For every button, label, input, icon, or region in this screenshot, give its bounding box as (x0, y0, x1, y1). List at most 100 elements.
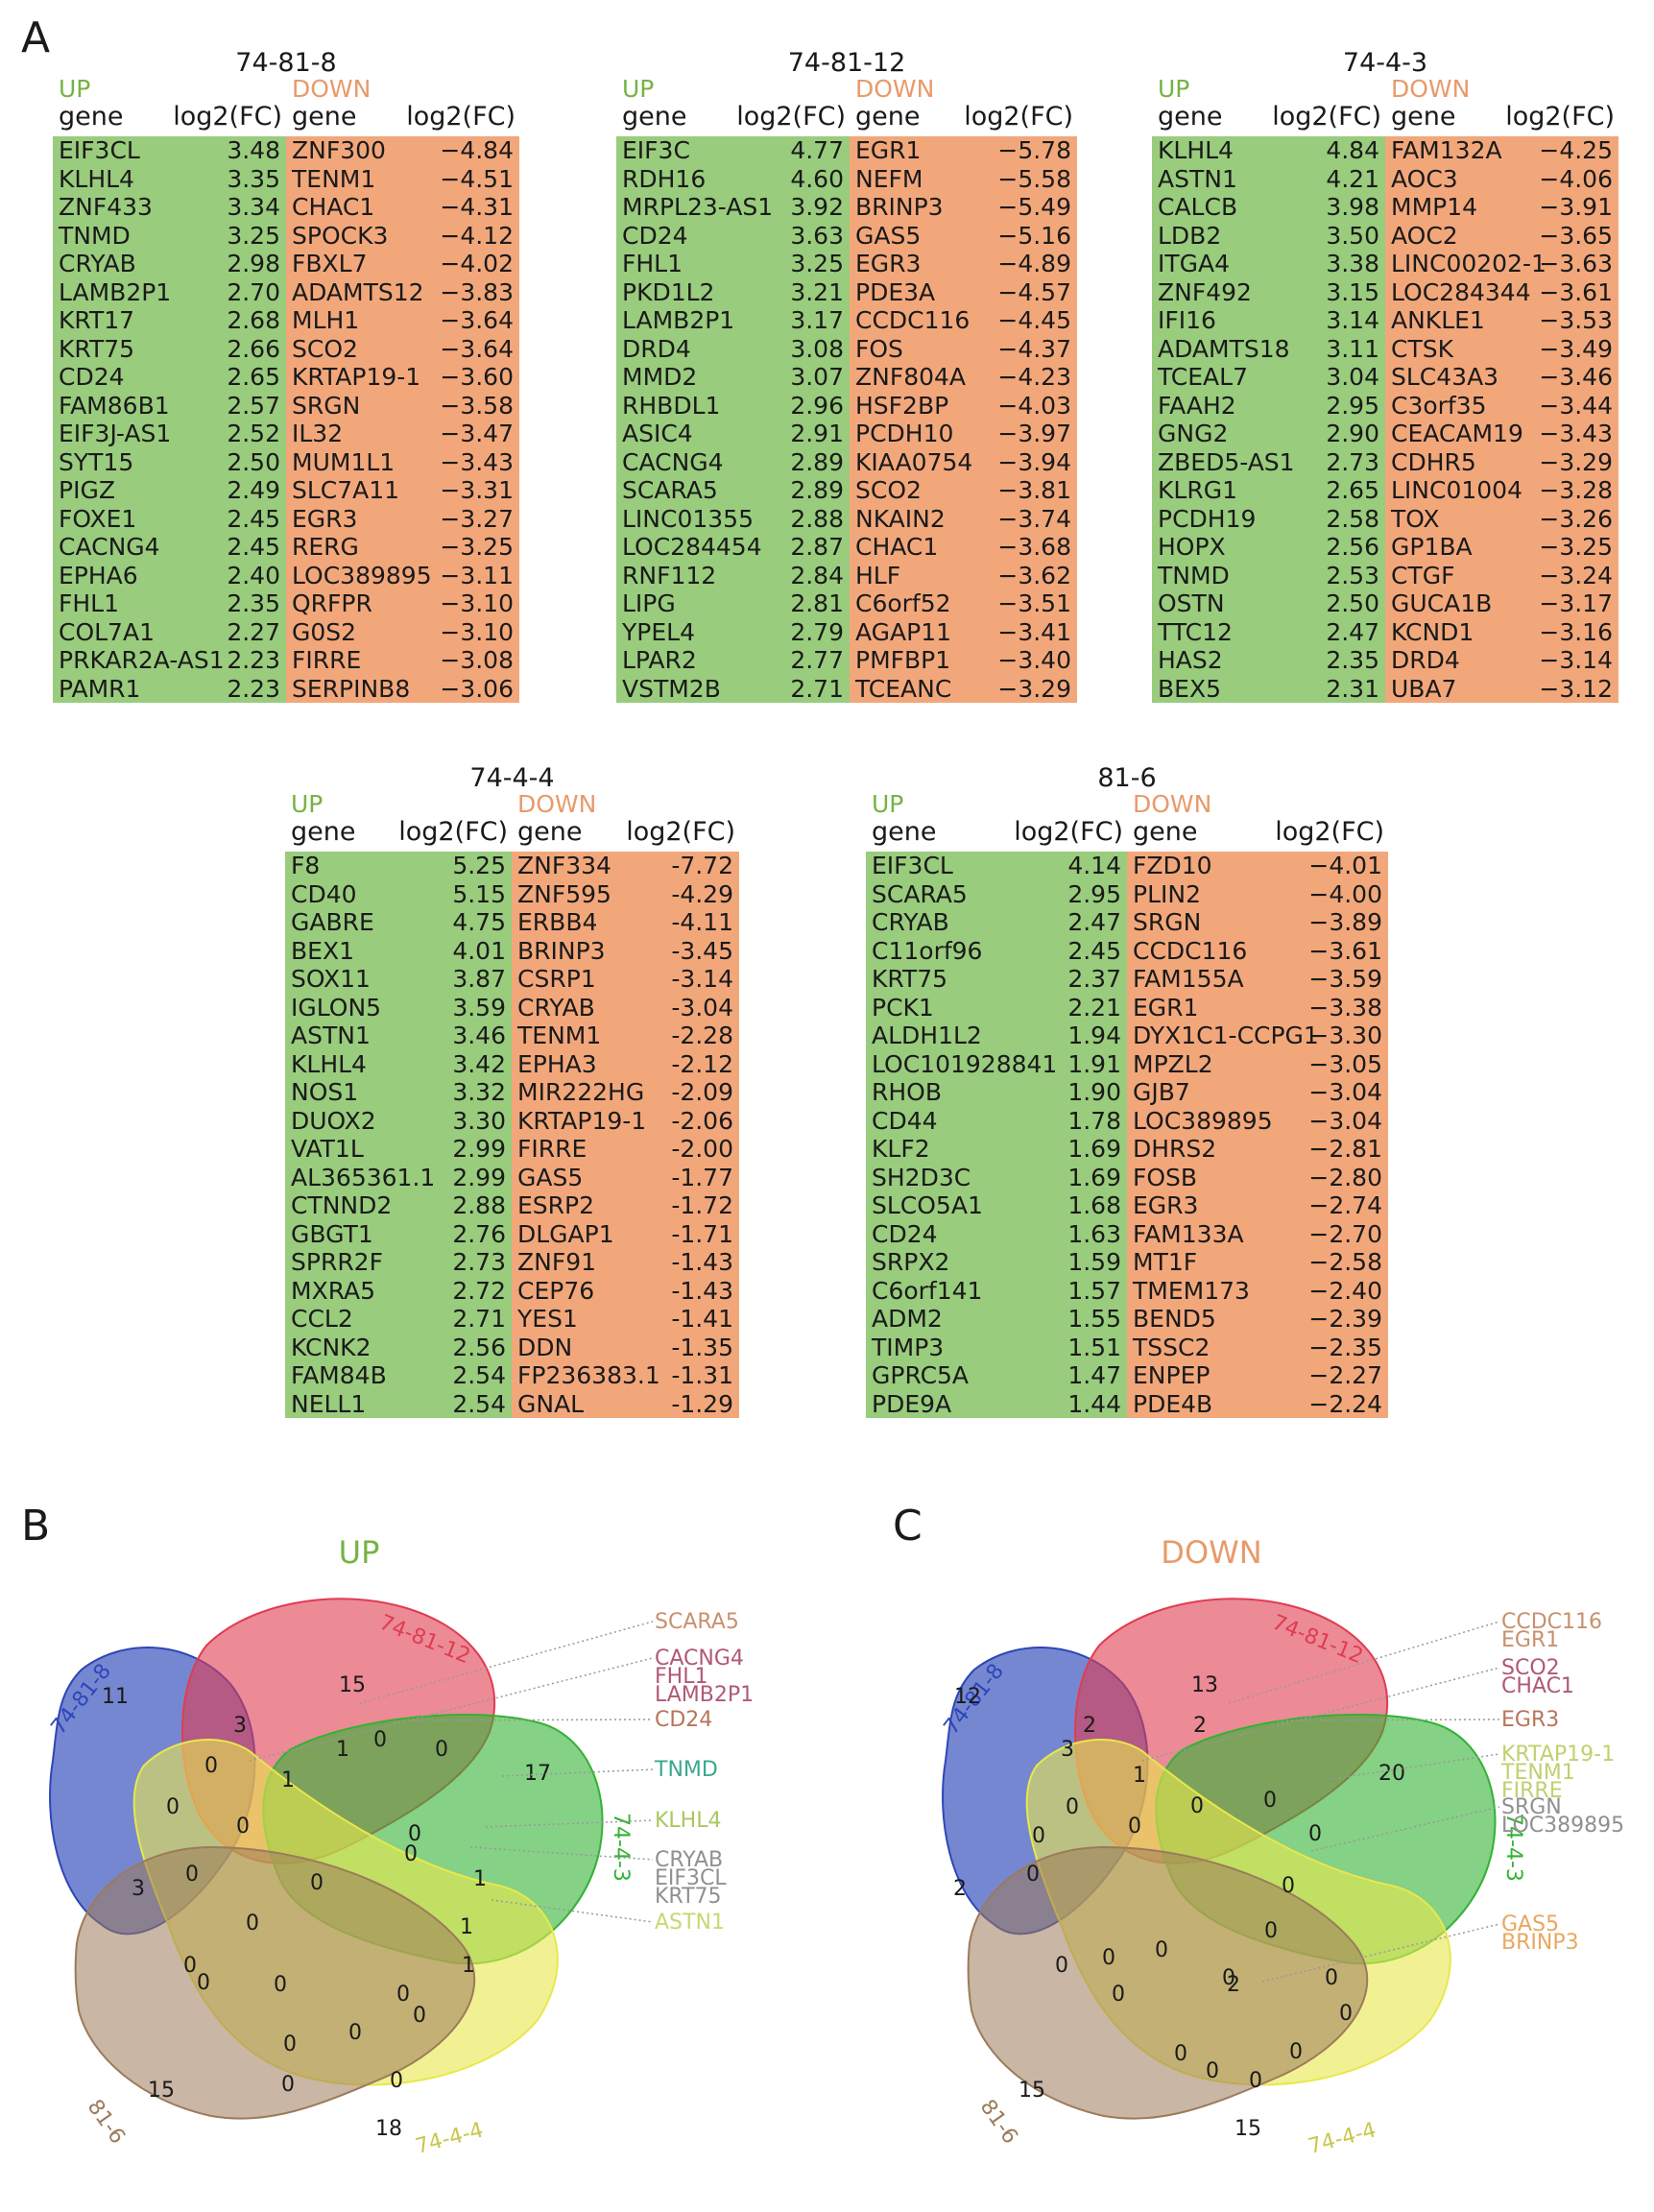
gene-name: TENM1 (292, 164, 376, 193)
table-row: CRYAB 2.98 (53, 250, 286, 278)
gene-name: BRINP3 (517, 936, 606, 965)
log2fc-value: 3.25 (790, 250, 844, 277)
log2fc-value: 1.44 (1067, 1389, 1121, 1418)
venn-up-count: 0 (246, 1911, 259, 1936)
log2fc-value: −3.06 (440, 674, 514, 703)
callout-leader-line (1324, 1753, 1500, 1781)
log2fc-value: −3.41 (997, 617, 1071, 646)
table-row: EGR3 −2.74 (1127, 1191, 1388, 1220)
table-row: GUCA1B −3.17 (1385, 589, 1618, 618)
log2fc-value: −3.83 (440, 277, 514, 306)
gene-name: SRPX2 (872, 1248, 950, 1276)
log2fc-value: 4.21 (1326, 164, 1379, 193)
venn-down-callout-gene: GAS5 (1501, 1912, 1559, 1936)
table-title: 81-6 (1097, 763, 1157, 793)
table-row: FAAH2 2.95 (1152, 392, 1385, 421)
table-row: PCDH10 −3.97 (850, 420, 1077, 448)
gene-name: SCO2 (292, 334, 358, 363)
log2fc-value: 2.65 (1326, 476, 1379, 504)
log2fc-value: 2.35 (227, 589, 280, 617)
venn-down-count: 0 (1222, 1966, 1235, 1990)
table-row: FAM84B 2.54 (285, 1361, 512, 1390)
table-row: AOC3 −4.06 (1385, 165, 1618, 194)
log2fc-value: 2.37 (1067, 965, 1121, 993)
gene-name: NOS1 (291, 1078, 359, 1106)
venn-up-callout-gene: CD24 (655, 1708, 712, 1732)
gene-name: EGR3 (292, 504, 358, 533)
log2fc-value: 2.53 (1326, 561, 1379, 589)
gene-name: SPRR2F (291, 1248, 383, 1276)
venn-down-label-81-6: 81-6 (975, 2096, 1022, 2149)
table-row: KLHL4 3.35 (53, 165, 286, 194)
gene-name: COL7A1 (59, 617, 155, 646)
callout-leader-line (1228, 1621, 1500, 1704)
log2fc-value: −5.78 (997, 136, 1071, 164)
gene-name: PKD1L2 (622, 277, 715, 306)
gene-name: LOC284344 (1391, 277, 1531, 306)
gene-name: CD24 (622, 221, 688, 250)
gene-name: PIGZ (59, 476, 115, 504)
log2fc-value: 1.47 (1067, 1361, 1121, 1389)
log2fc-value: 2.45 (1067, 936, 1121, 965)
venn-down-count: 0 (1190, 1794, 1204, 1818)
venn-down-callout-gene: SCO2 (1501, 1656, 1560, 1680)
log2fc-value: 3.17 (790, 306, 844, 334)
log2fc-value: 2.65 (227, 363, 280, 391)
table-row: GNG2 2.90 (1152, 420, 1385, 448)
gene-name: OSTN (1158, 589, 1225, 617)
table-row: CEACAM19 −3.43 (1385, 420, 1618, 448)
table-row: EGR3 −3.27 (286, 505, 519, 534)
gene-name: PCDH10 (855, 420, 954, 447)
table-row: ZBED5-AS1 2.73 (1152, 448, 1385, 477)
callout-leader-line (249, 1657, 654, 1762)
log2fc-value: 2.89 (790, 447, 844, 476)
gene-name: TCEANC (855, 674, 952, 703)
venn-down-count: 2 (1193, 1714, 1207, 1738)
log2fc-value: −3.16 (1539, 617, 1613, 646)
venn-down-count: 2 (1227, 1973, 1240, 1997)
gene-name: CD40 (291, 879, 357, 908)
panel-label-c: C (893, 1502, 923, 1551)
venn-down-count: 12 (954, 1685, 981, 1709)
gene-name: FIRRE (517, 1135, 587, 1163)
table-row: ZNF595 -4.29 (512, 880, 739, 909)
log2fc-value: 2.71 (790, 674, 844, 703)
table-row: RDH16 4.60 (616, 165, 850, 194)
log2fc-value: −2.74 (1308, 1191, 1382, 1219)
log2fc-value: −3.49 (1539, 334, 1613, 363)
gene-name: DHRS2 (1133, 1135, 1217, 1163)
gene-name: PDE9A (872, 1389, 952, 1418)
table-row: EIF3J-AS1 2.52 (53, 420, 286, 448)
venn-up-count: 0 (348, 2021, 362, 2045)
table-row: ASTN1 3.46 (285, 1022, 512, 1050)
gene-name: IL32 (292, 420, 344, 447)
log2fc-value: 2.45 (227, 533, 280, 561)
venn-up-count: 3 (132, 1877, 145, 1901)
table-row: LINC00202-1 −3.63 (1385, 250, 1618, 278)
venn-down-callout-gene: CHAC1 (1501, 1674, 1574, 1698)
gene-name: MIR222HG (517, 1078, 645, 1106)
venn-up-label-74-4-4: 74-4-4 (413, 2118, 486, 2159)
log2fc-value: 3.50 (1326, 221, 1379, 250)
table-row: C6orf141 1.57 (866, 1277, 1127, 1306)
gene-name: RDH16 (622, 164, 707, 193)
log2fc-value: 3.92 (790, 193, 844, 221)
gene-name: TCEAL7 (1158, 363, 1248, 391)
venn-up-callout-gene: LAMB2P1 (655, 1683, 754, 1707)
log2fc-value: 4.01 (452, 936, 506, 965)
gene-name: DRD4 (622, 334, 691, 363)
gene-name: SCO2 (855, 476, 922, 504)
gene-name: MPZL2 (1133, 1049, 1213, 1078)
log2fc-value: −3.30 (1308, 1022, 1382, 1049)
log2fc-value: −3.63 (1539, 250, 1613, 277)
log2fc-value: 2.35 (1326, 646, 1379, 674)
gene-name: QRFPR (292, 589, 372, 617)
log2fc-value: 3.08 (790, 334, 844, 363)
table-row: KLHL4 3.42 (285, 1050, 512, 1079)
gene-name: FOS (855, 334, 903, 363)
gene-name: PCK1 (872, 993, 934, 1022)
up-regulated-block: KLHL4 4.84 ASTN1 4.21 CALCB 3.98 LDB2 3.50 ITGA4… (1152, 136, 1385, 703)
gene-name: IFI16 (1158, 306, 1216, 334)
log2fc-value: 2.58 (1326, 504, 1379, 533)
gene-name: CACNG4 (622, 447, 724, 476)
